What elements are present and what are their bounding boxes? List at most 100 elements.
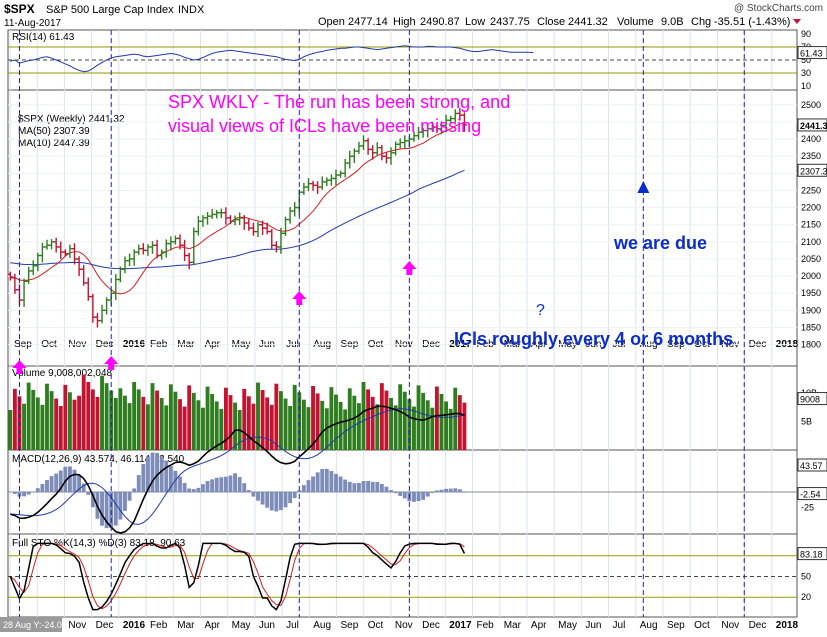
price-tick: 2050	[801, 254, 821, 264]
macd-histogram-bar	[90, 492, 95, 508]
macd-histogram-bar	[49, 476, 54, 493]
macd-histogram-bar	[453, 488, 458, 493]
macd-histogram-bar	[375, 482, 380, 493]
volume-bar	[63, 384, 68, 450]
price-tick: 2500	[801, 100, 821, 110]
icl-arrow-icon	[402, 261, 417, 275]
volume-bar	[90, 389, 95, 450]
volume-bar	[205, 386, 210, 450]
volume-bar	[86, 382, 91, 450]
macd-histogram-bar	[118, 492, 123, 520]
macd-histogram-bar	[379, 483, 384, 493]
macd-histogram-bar	[256, 492, 260, 501]
macd-histogram-bar	[150, 452, 155, 493]
date: 11-Aug-2017	[4, 18, 62, 29]
macd-histogram-bar	[127, 492, 132, 501]
macd-histogram-bar	[251, 492, 256, 497]
volume-bar	[182, 406, 187, 450]
cycle-markers	[12, 181, 650, 374]
macd-histogram-bar	[58, 470, 63, 493]
macd-histogram-bar	[26, 492, 31, 495]
macd-histogram-bar	[22, 492, 26, 497]
volume-bar	[155, 390, 160, 450]
macd-histogram-bar	[389, 490, 393, 493]
macd-histogram-bar	[366, 481, 371, 493]
volume-bar	[77, 395, 82, 450]
bottom-month-label: 2018	[776, 620, 799, 631]
price-tick: 1950	[801, 288, 821, 298]
volume-bar	[201, 407, 205, 450]
price-panel: $SPX (Weekly) 2441.32 MA(50) 2307.39 MA(…	[7, 100, 827, 350]
macd-histogram-bar	[233, 473, 237, 493]
macd-histogram-bar	[214, 477, 219, 493]
volume-bar	[35, 397, 40, 450]
bottom-month-label: Mar	[177, 620, 195, 631]
volume-bar	[393, 405, 398, 450]
macd-histogram-bar	[210, 479, 215, 493]
volume-value: 9.0B	[661, 16, 684, 28]
volume-bar	[228, 395, 233, 450]
price-tick: 1800	[801, 340, 821, 350]
macd-tick: -25	[801, 503, 814, 513]
volume-bar	[104, 383, 109, 450]
rsi-tick: 90	[801, 29, 811, 39]
bottom-month-label: May	[232, 620, 251, 631]
volume-bar	[196, 400, 201, 450]
macd-histogram-bar	[398, 492, 403, 496]
macd-histogram-bar	[306, 480, 311, 493]
rsi-tick: 50	[801, 55, 811, 65]
macd-histogram-bar	[283, 492, 288, 508]
macd-histogram-bar	[178, 476, 182, 493]
cycle-lines	[18, 30, 745, 617]
volume-bar	[132, 382, 137, 450]
price-tick: 1850	[801, 322, 821, 332]
readout-box	[0, 617, 62, 632]
macd-signal-line	[10, 408, 465, 525]
macd-histogram-bar	[343, 479, 348, 493]
close-value: 2441.32	[568, 16, 608, 28]
bottom-month-label: Jun	[585, 620, 601, 631]
macd-histogram-bar	[462, 492, 467, 493]
macd-histogram-bar	[425, 492, 430, 497]
volume-bar	[26, 382, 31, 450]
price-tick: 2150	[801, 220, 821, 230]
macd-histogram-bar	[86, 492, 91, 495]
volume-bar	[453, 387, 458, 450]
volume-bar	[72, 399, 77, 450]
bottom-month-label: Aug	[313, 620, 331, 631]
sto-label: Full STO %K(14,3) %D(3) 83.18, 90.63	[12, 538, 186, 549]
macd-histogram-bar	[265, 492, 270, 508]
sto-d-line	[9, 542, 465, 610]
volume-bar	[352, 395, 357, 450]
chg-label: Chg	[691, 16, 711, 28]
macd-histogram-bar	[54, 473, 59, 493]
bottom-month-label: 2017	[449, 620, 472, 631]
macd-histogram-bar	[370, 481, 375, 493]
volume-bar	[389, 398, 393, 450]
rsi-tick: 10	[801, 81, 811, 91]
bottom-month-label: May	[558, 620, 577, 631]
bottom-month-label: Feb	[477, 620, 495, 631]
macd-histogram-bar	[329, 471, 334, 493]
bottom-month-label: Jul	[613, 620, 626, 631]
ma50-line	[10, 169, 465, 270]
bottom-month-label: Apr	[204, 620, 220, 631]
rsi-panel: RSI(14) 61.43 907050301061.43	[8, 29, 827, 91]
volume-bar	[448, 408, 453, 450]
macd-histogram-bar	[242, 483, 247, 493]
volume-bar	[444, 401, 449, 450]
volume-bar	[274, 383, 279, 450]
high-value: 2490.87	[420, 16, 460, 28]
volume-bar	[421, 392, 426, 450]
volume-bar	[457, 395, 462, 450]
macd-histogram-bar	[196, 487, 201, 493]
macd-histogram-bar	[77, 475, 82, 493]
bottom-month-label: Oct	[694, 620, 710, 631]
low-value: 2437.75	[490, 16, 530, 28]
macd-histogram-bar	[292, 492, 297, 499]
macd-histogram-bar	[109, 492, 114, 528]
macd-histogram-bar	[219, 477, 224, 493]
volume-bar	[81, 374, 86, 450]
volume-bar	[269, 404, 274, 450]
volume-bar	[159, 398, 164, 450]
